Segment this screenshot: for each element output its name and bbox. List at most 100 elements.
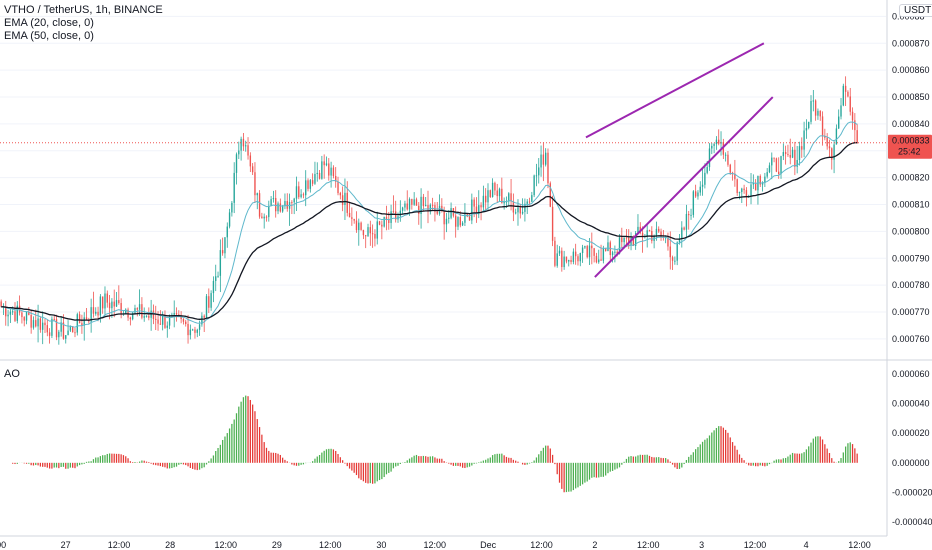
candle-body [457,217,459,227]
candle-body [106,293,108,303]
candle-body [95,311,97,314]
candle-body [833,144,835,160]
candle-body [581,247,584,254]
candle-body [138,304,141,310]
candle-body [399,210,402,217]
ema20-legend: EMA (20, close, 0) [4,17,94,29]
candle-body [694,191,697,197]
price-tick-label: 0.000820 [892,173,930,183]
candle-body [706,167,708,173]
candle-body [688,213,690,216]
candle-body [9,311,12,315]
time-tick-label: Dec [480,540,497,550]
candle-body [221,250,224,254]
candle-body [738,192,741,194]
candle-body [475,206,478,215]
candle-body [346,192,348,213]
candle-body [838,116,840,129]
candle-body [203,315,205,318]
candle-body [404,203,406,208]
candle-body [648,230,651,232]
candle-body [332,167,335,176]
candle-body [81,323,83,326]
candle-body [805,128,808,131]
time-tick-label: 12:00 [108,540,131,550]
candle-body [817,110,819,116]
candle-body [724,154,727,156]
candle-body [791,149,794,158]
ao-tick-label: 0.000060 [892,369,930,379]
candle-body [683,227,685,230]
candle-body [92,307,95,314]
candle-body [445,218,448,225]
ema50-line [1,142,858,321]
candle-body [217,275,219,277]
candle-body [826,137,828,147]
candle-body [198,324,201,330]
candle-body [422,196,425,207]
candle-body [561,250,563,268]
candle-body [62,322,65,339]
candle-body [21,312,23,318]
candle-body [191,329,194,331]
candle-body [558,250,561,254]
candle-body [618,237,621,254]
time-tick-label: 00 [0,540,6,550]
ao-tick-label: -0.000040 [892,517,932,527]
candle-body [637,226,639,234]
candle-body [28,311,30,315]
time-tick-label: 4 [804,540,809,550]
candle-body [646,230,648,236]
candle-body [293,198,295,203]
candle-body [535,175,538,177]
candle-body [669,246,671,258]
candle-body [824,136,826,138]
candle-body [784,152,787,155]
candle-body [32,320,35,328]
candle-body [118,300,120,304]
candle-body [831,148,833,160]
candle-body [125,309,127,314]
time-tick-label: 12:00 [848,540,871,550]
candle-body [727,154,729,165]
candle-body [584,246,586,248]
candle-body [750,184,752,197]
candle-body [305,180,307,196]
candle-body [23,317,25,321]
candle-body [235,154,238,173]
candle-body [385,216,388,220]
candle-body [508,193,510,202]
time-tick-label: 12:00 [423,540,446,550]
candle-body [30,314,32,328]
candle-body [471,199,473,221]
currency-button[interactable]: USDT [899,4,932,17]
candle-body [226,226,228,238]
candle-body [842,85,845,106]
candle-body [286,201,288,209]
candle-body [441,205,443,210]
candle-body [113,301,115,307]
candle-body [101,296,104,309]
candle-body [330,167,332,176]
candle-body [551,206,554,241]
price-tick-label: 0.000760 [892,334,930,344]
candle-body [528,201,531,203]
candle-body [76,314,78,333]
candle-body [512,201,515,213]
candle-body [764,176,766,183]
price-tick-label: 0.000810 [892,200,930,210]
last-price-badge [888,134,932,159]
candle-body [814,100,817,116]
candle-body [369,227,372,234]
candle-body [718,139,720,144]
candle-body [540,154,542,168]
candle-body [344,192,346,205]
candle-body [145,315,148,317]
candle-body [660,231,662,237]
candle-body [856,130,858,143]
candle-body [533,175,535,196]
candle-body [625,237,628,239]
candle-body [194,329,196,333]
